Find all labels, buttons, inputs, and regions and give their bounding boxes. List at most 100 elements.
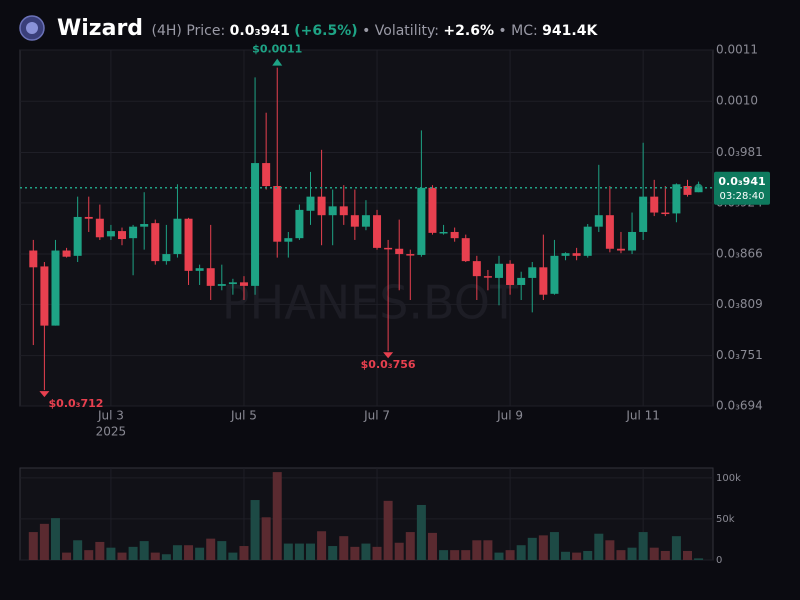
volume-bar xyxy=(106,547,116,560)
volume-bar xyxy=(461,550,471,560)
candle-body xyxy=(683,186,692,195)
candle-body xyxy=(151,223,160,262)
high-marker xyxy=(272,58,283,66)
volume-bar xyxy=(50,518,60,560)
candle-body xyxy=(162,254,171,262)
volume-bar xyxy=(682,550,692,560)
token-name: Wizard xyxy=(57,16,144,41)
mc-label: • MC: xyxy=(498,23,538,39)
volume-bar xyxy=(283,543,293,560)
candle-body xyxy=(295,209,304,239)
volume-bar xyxy=(450,550,460,560)
price-tag-time: 03:28:40 xyxy=(720,191,765,202)
candle-body xyxy=(361,215,370,227)
candle-body xyxy=(140,224,149,227)
volume-bar xyxy=(206,538,216,560)
x-tick-label: Jul 3 xyxy=(97,409,124,423)
candle-body xyxy=(273,186,282,242)
price-tag-value: 0.0₃941 xyxy=(718,175,765,188)
volume-bar xyxy=(239,546,249,560)
volume-bar xyxy=(294,543,304,560)
candle-body xyxy=(251,163,260,286)
y-tick-label: 0.0010 xyxy=(716,94,758,108)
candle-body xyxy=(118,231,127,240)
candle-body xyxy=(628,231,637,251)
volume-tick-label: 0 xyxy=(716,555,722,566)
candle-body xyxy=(284,238,293,242)
y-tick-label: 0.0₃981 xyxy=(716,145,763,159)
candle-body xyxy=(483,276,492,278)
volume-bar xyxy=(627,547,637,560)
candle-body xyxy=(328,206,337,216)
low-marker xyxy=(383,352,394,359)
low-label: $0.0₃756 xyxy=(361,358,416,371)
candle-body xyxy=(672,184,681,214)
candle-body xyxy=(217,284,226,286)
candle-body xyxy=(173,218,182,255)
volume-bar xyxy=(439,550,449,560)
candle-body xyxy=(417,187,426,255)
candle-body xyxy=(73,216,82,256)
volume-bar xyxy=(427,532,437,560)
candle-body xyxy=(539,267,548,295)
candle-body xyxy=(29,250,38,268)
volume-bar xyxy=(405,532,415,560)
candle-body xyxy=(395,248,404,255)
volume-bar xyxy=(616,550,626,560)
candle-body xyxy=(472,261,481,277)
candle-body xyxy=(639,196,648,232)
volume-bar xyxy=(527,537,537,560)
candle-body xyxy=(605,215,614,249)
volume-bar xyxy=(472,540,482,560)
volume-bar xyxy=(350,546,360,560)
candle-body xyxy=(95,218,104,238)
candle-body xyxy=(184,218,193,271)
low-label: $0.0₃712 xyxy=(49,397,104,410)
volume-bar xyxy=(649,547,659,560)
low-marker xyxy=(39,391,50,398)
volume-bar xyxy=(505,550,515,560)
y-tick-label: 0.0011 xyxy=(716,43,758,57)
candle-body xyxy=(373,215,382,248)
header: Wizard (4H) Price: 0.0₃941 (+6.5%) • Vol… xyxy=(57,14,597,44)
last-price-dot xyxy=(694,183,703,192)
volume-bar xyxy=(372,546,382,560)
candle-body xyxy=(84,216,93,219)
price: 0.0₃941 xyxy=(229,23,290,39)
volume-bar xyxy=(272,472,282,560)
candle-body xyxy=(239,282,248,286)
volume-bar xyxy=(416,504,426,560)
volume-bar xyxy=(594,533,604,560)
candle-body xyxy=(406,254,415,256)
volume-bar xyxy=(483,540,493,560)
candle-body xyxy=(661,212,670,215)
candle-body xyxy=(517,277,526,285)
volume-bar xyxy=(39,523,49,560)
volume-bar xyxy=(150,552,160,560)
interval: (4H) xyxy=(151,23,182,39)
candle-body xyxy=(40,266,49,326)
candle-body xyxy=(228,282,237,285)
volume-bar xyxy=(95,541,105,560)
candle-body xyxy=(506,263,515,285)
volume-bar xyxy=(217,541,227,560)
volume-bar xyxy=(339,536,349,560)
candle-body xyxy=(206,268,215,286)
volume-tick-label: 100k xyxy=(716,473,741,484)
volume-bar xyxy=(549,532,559,560)
change: (+6.5%) xyxy=(294,23,358,39)
candle-body xyxy=(439,231,448,234)
volume-bar xyxy=(572,552,582,560)
candle-body xyxy=(572,253,581,256)
candle-body xyxy=(384,247,393,250)
volume-bar xyxy=(494,552,504,560)
volume-bar xyxy=(516,545,526,560)
candle-body xyxy=(528,267,537,278)
volume-bar xyxy=(128,546,138,560)
x-tick-label: Jul 5 xyxy=(230,409,257,423)
volume-bar xyxy=(394,542,404,560)
candle-body xyxy=(129,226,138,239)
volume-bar xyxy=(73,540,83,560)
volume-bar xyxy=(694,558,704,560)
